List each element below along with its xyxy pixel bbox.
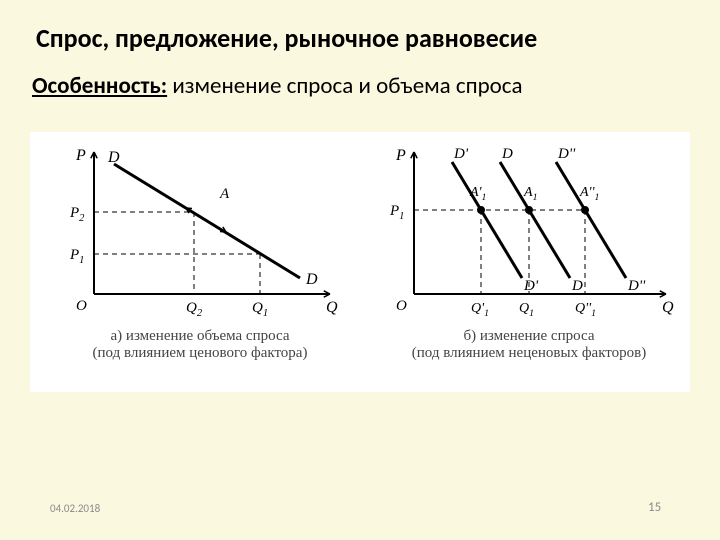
- svg-text:P1: P1: [389, 203, 404, 222]
- subtitle: Особенность: изменение спроса и объема с…: [32, 72, 523, 100]
- page-title: Спрос, предложение, рыночное равновесие: [36, 22, 537, 54]
- svg-text:D: D: [571, 278, 583, 294]
- chart-b: PQOP1Q'1Q1Q''1D'D'DDD''D''A'1A1A''1 б) и…: [374, 138, 684, 318]
- svg-text:Q: Q: [662, 299, 674, 316]
- chart-a-caption: а) изменение объема спроса (под влиянием…: [50, 328, 350, 362]
- svg-text:O: O: [76, 298, 87, 314]
- svg-text:A''1: A''1: [579, 185, 599, 203]
- svg-text:A'1: A'1: [469, 185, 486, 203]
- svg-text:Q1: Q1: [519, 301, 534, 318]
- svg-text:Q1: Q1: [252, 300, 268, 318]
- subtitle-rest: изменение спроса и объема спроса: [167, 72, 522, 100]
- svg-text:D: D: [305, 271, 318, 288]
- chart-b-caption-line2: (под влиянием неценовых факторов): [374, 345, 684, 362]
- footer-date: 04.02.2018: [50, 502, 100, 515]
- svg-text:D': D': [523, 278, 539, 294]
- svg-text:Q2: Q2: [186, 300, 203, 318]
- chart-a-caption-line1: а) изменение объема спроса: [111, 328, 290, 344]
- footer-page-number: 15: [648, 500, 661, 515]
- svg-text:P: P: [395, 147, 406, 164]
- svg-text:P1: P1: [69, 247, 84, 266]
- subtitle-bold: Особенность:: [32, 72, 167, 100]
- svg-text:O: O: [396, 298, 407, 314]
- svg-text:P2: P2: [69, 205, 85, 224]
- chart-b-caption: б) изменение спроса (под влиянием нецено…: [374, 328, 684, 362]
- svg-text:P: P: [75, 147, 86, 164]
- svg-text:D'': D'': [557, 146, 576, 162]
- svg-text:Q''1: Q''1: [575, 301, 596, 318]
- charts-panel: P Q O D D P1 P2 Q1 Q2 A а) изменение объема спрос…: [30, 132, 690, 392]
- svg-text:D: D: [107, 149, 120, 166]
- svg-text:Q'1: Q'1: [471, 301, 489, 318]
- chart-b-caption-line1: б) изменение спроса: [464, 328, 595, 344]
- svg-text:D': D': [453, 146, 469, 162]
- svg-text:A1: A1: [523, 185, 537, 203]
- chart-a-caption-line2: (под влиянием ценового фактора): [50, 345, 350, 362]
- chart-a: PQODDP1P2Q1Q2A а) изменение объема спрос…: [50, 138, 350, 318]
- svg-text:Q: Q: [326, 299, 338, 316]
- svg-text:D'': D'': [627, 278, 646, 294]
- svg-text:D: D: [501, 146, 513, 162]
- svg-text:A: A: [219, 186, 230, 202]
